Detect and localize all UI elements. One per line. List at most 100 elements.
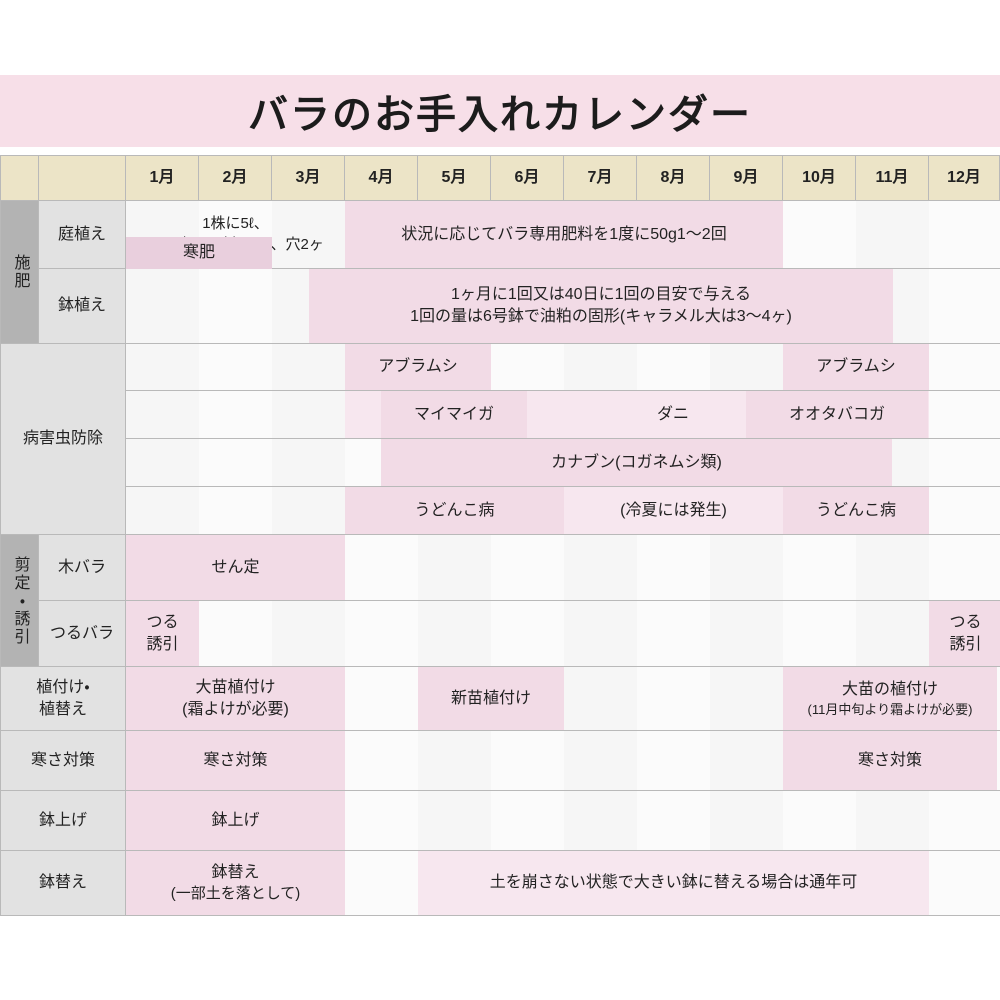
month-stripe [491, 269, 564, 343]
month-stripe [491, 487, 564, 534]
month-stripe [929, 344, 1000, 390]
month-stripe [272, 269, 345, 343]
month-stripe [710, 731, 783, 790]
month-stripe [929, 487, 1000, 534]
row-repotting: 鉢替え 鉢替え (一部土を落として) 土を崩さない状態で大きい鉢に替える場合は通… [0, 850, 1000, 916]
month-stripe [929, 601, 1000, 666]
row-fertilizer-garden: 施肥 庭植え 1株に5ℓ、 バラ専用肥料200g、穴2ヶ 状況に応じてバラ専用肥… [0, 200, 1000, 344]
month-stripe [126, 731, 199, 790]
month-stripe [783, 269, 856, 343]
month-stripe [783, 601, 856, 666]
month-stripe [126, 391, 199, 438]
row-pruning-climbing: つるバラ つる 誘引 つる 誘引 [1, 600, 1000, 667]
month-stripe [418, 344, 491, 390]
month-stripe [637, 391, 710, 438]
month-header-12: 12月 [928, 155, 1000, 201]
month-header-4: 4月 [344, 155, 418, 201]
month-stripe [418, 731, 491, 790]
month-stripe [856, 601, 929, 666]
month-stripe [637, 487, 710, 534]
month-stripe [783, 439, 856, 486]
category-cold-protection: 寒さ対策 [0, 730, 126, 791]
month-stripe [199, 439, 272, 486]
pest-row-3-cells: カナブン(コガネムシ類) [125, 438, 1000, 487]
month-stripe [710, 791, 783, 850]
month-stripe [199, 731, 272, 790]
category-potting-up: 鉢上げ [0, 790, 126, 851]
month-stripe [126, 601, 199, 666]
pest-row-4-cells: うどんこ病 (冷夏には発生) うどんこ病 [125, 486, 1000, 535]
month-stripe [345, 791, 418, 850]
month-stripe [491, 791, 564, 850]
month-stripe [637, 269, 710, 343]
corner-cell [0, 155, 39, 201]
month-stripe [856, 344, 929, 390]
month-stripe [345, 851, 418, 915]
subcategory-bush-rose: 木バラ [38, 534, 126, 601]
month-stripe [564, 487, 637, 534]
month-header-2: 2月 [198, 155, 272, 201]
month-stripe [491, 439, 564, 486]
month-stripe [637, 667, 710, 730]
month-stripe [710, 269, 783, 343]
month-stripe [856, 851, 929, 915]
month-stripe [199, 791, 272, 850]
fertilizer-garden-cells: 1株に5ℓ、 バラ専用肥料200g、穴2ヶ 状況に応じてバラ専用肥料を1度に50… [125, 200, 1000, 269]
month-stripe [418, 791, 491, 850]
page-title: バラのお手入れカレンダー [248, 93, 752, 137]
month-stripe [637, 439, 710, 486]
month-stripe [564, 667, 637, 730]
pruning-bush-cells: せん定 [125, 534, 1000, 601]
row-pest-3: カナブン(コガネムシ類) [1, 438, 1000, 487]
month-stripe [126, 667, 199, 730]
month-stripe [929, 201, 1000, 268]
month-stripe [783, 667, 856, 730]
row-planting: 植付け・ 植替え 大苗植付け (霜よけが必要) 新苗植付け 大苗の植付け (11… [0, 666, 1000, 731]
month-stripe [564, 601, 637, 666]
month-stripe [199, 535, 272, 600]
month-stripe [491, 535, 564, 600]
repotting-cells: 鉢替え (一部土を落として) 土を崩さない状態で大きい鉢に替える場合は通年可 [125, 850, 1000, 916]
month-stripe [126, 791, 199, 850]
month-stripe [418, 601, 491, 666]
month-stripe [856, 487, 929, 534]
month-stripe [637, 535, 710, 600]
row-fertilizer-pot: 鉢植え 寒肥 1ヶ月に1回又は40日に1回の目安で与える 1回の量は6号鉢で油粕… [1, 237, 1000, 344]
month-stripe [345, 439, 418, 486]
category-pruning-training: 剪定・誘引 [0, 534, 39, 667]
month-stripe [929, 851, 1000, 915]
row-pruning-bush: 剪定・誘引 木バラ せん定 [0, 534, 1000, 667]
month-stripe [929, 535, 1000, 600]
pest-row-2-cells: マイマイガ ダニ オオタバコガ [125, 390, 1000, 439]
month-stripe [783, 851, 856, 915]
month-stripe [126, 269, 199, 343]
row-pest-4: うどんこ病 (冷夏には発生) うどんこ病 [1, 486, 1000, 535]
month-stripe [637, 344, 710, 390]
month-stripe [637, 851, 710, 915]
month-stripe [199, 269, 272, 343]
month-stripe [491, 667, 564, 730]
month-stripe [418, 667, 491, 730]
month-stripe [345, 731, 418, 790]
month-stripe [783, 487, 856, 534]
pruning-climbing-cells: つる 誘引 つる 誘引 [125, 600, 1000, 667]
month-stripe [856, 535, 929, 600]
month-stripe [929, 667, 1000, 730]
month-header-6: 6月 [490, 155, 564, 201]
month-stripe [564, 201, 637, 268]
row-cold-protection: 寒さ対策 寒さ対策 寒さ対策 [0, 730, 1000, 791]
month-stripe [345, 391, 418, 438]
month-stripe [272, 391, 345, 438]
month-header-10: 10月 [782, 155, 856, 201]
month-stripe [126, 851, 199, 915]
month-stripe [929, 391, 1000, 438]
month-stripe [199, 487, 272, 534]
subcategory-climbing-rose: つるバラ [38, 600, 126, 667]
month-stripe [491, 344, 564, 390]
month-stripe [637, 201, 710, 268]
month-stripe [929, 439, 1000, 486]
cold-protection-cells: 寒さ対策 寒さ対策 [125, 730, 1000, 791]
month-stripe [199, 851, 272, 915]
month-header-11: 11月 [855, 155, 929, 201]
month-stripe [126, 201, 199, 268]
